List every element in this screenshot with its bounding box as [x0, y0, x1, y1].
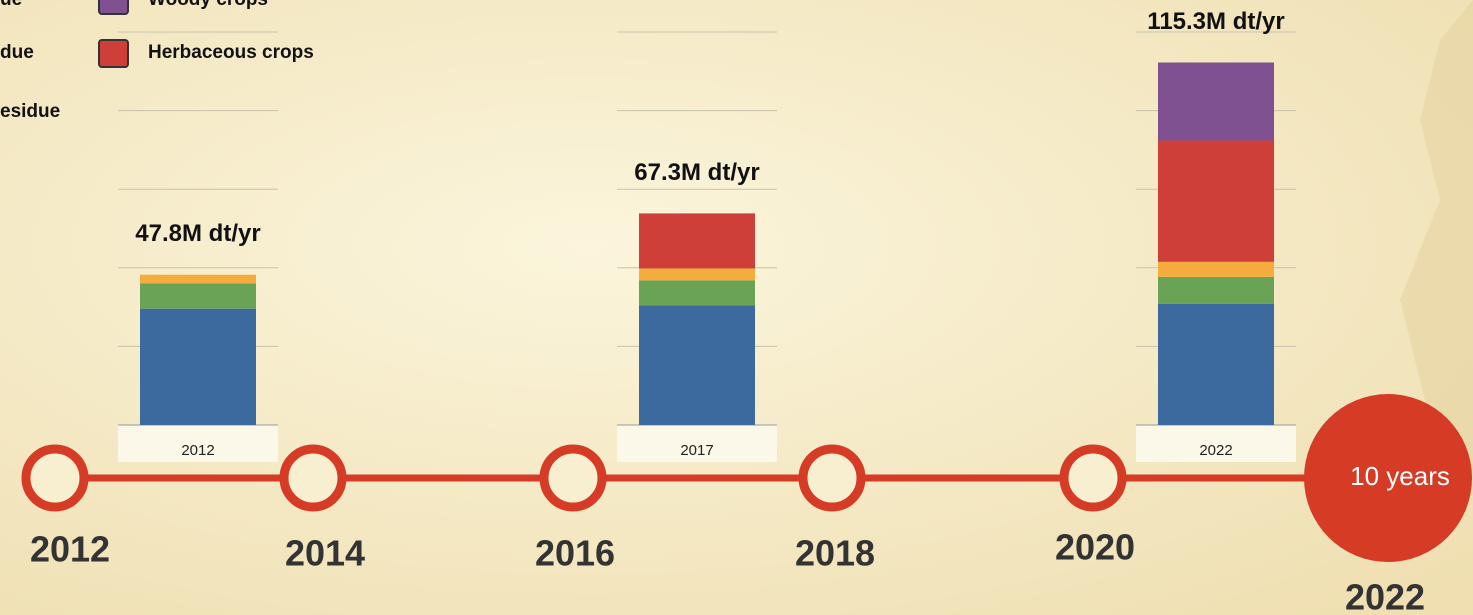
- timeline-node: [279, 444, 347, 512]
- timeline-year: 2022: [1345, 577, 1425, 615]
- legend-label: Woody crops: [148, 0, 268, 10]
- category-panel: [1136, 425, 1296, 462]
- bar-segment: [1158, 303, 1274, 425]
- tree-silhouette: [1400, 0, 1473, 470]
- bar-segment: [639, 268, 755, 281]
- timeline-node: [539, 444, 607, 512]
- x-tick-label: 2012: [181, 442, 214, 459]
- legend-label: ue: [0, 0, 22, 10]
- timeline-year: 2020: [1055, 527, 1135, 568]
- timeline-node: [21, 444, 89, 512]
- legend-label: due: [0, 42, 34, 63]
- timeline-year: 2016: [535, 533, 615, 574]
- bar-segment: [639, 213, 755, 269]
- timeline-badge-label: 10 years: [1350, 461, 1450, 491]
- category-panel: [118, 425, 278, 462]
- timeline-node: [1059, 444, 1127, 512]
- bar-segment: [1158, 140, 1274, 262]
- legend-label: esidue: [0, 101, 60, 122]
- bar-segment: [140, 283, 256, 309]
- timeline-badge: [1304, 394, 1472, 562]
- x-tick-label: 2017: [680, 442, 713, 459]
- timeline-year: 2012: [30, 529, 110, 570]
- legend-swatch: [98, 0, 129, 15]
- total-label: 115.3M dt/yr: [1147, 8, 1284, 35]
- total-label: 67.3M dt/yr: [634, 159, 759, 186]
- legend-swatch: [98, 39, 129, 68]
- bar-segment: [639, 305, 755, 425]
- timeline-node: [798, 444, 866, 512]
- bar-segment: [1158, 276, 1274, 304]
- bar-segment: [1158, 62, 1274, 141]
- bar-segment: [140, 308, 256, 425]
- timeline-year: 2018: [795, 533, 875, 574]
- x-tick-label: 2022: [1199, 442, 1232, 459]
- timeline-year: 2014: [285, 533, 365, 574]
- category-panel: [617, 425, 777, 462]
- legend-label: Herbaceous crops: [148, 42, 314, 63]
- bar-segment: [639, 280, 755, 306]
- bar-segment: [1158, 261, 1274, 277]
- total-label: 47.8M dt/yr: [135, 220, 260, 247]
- bar-segment: [140, 274, 256, 284]
